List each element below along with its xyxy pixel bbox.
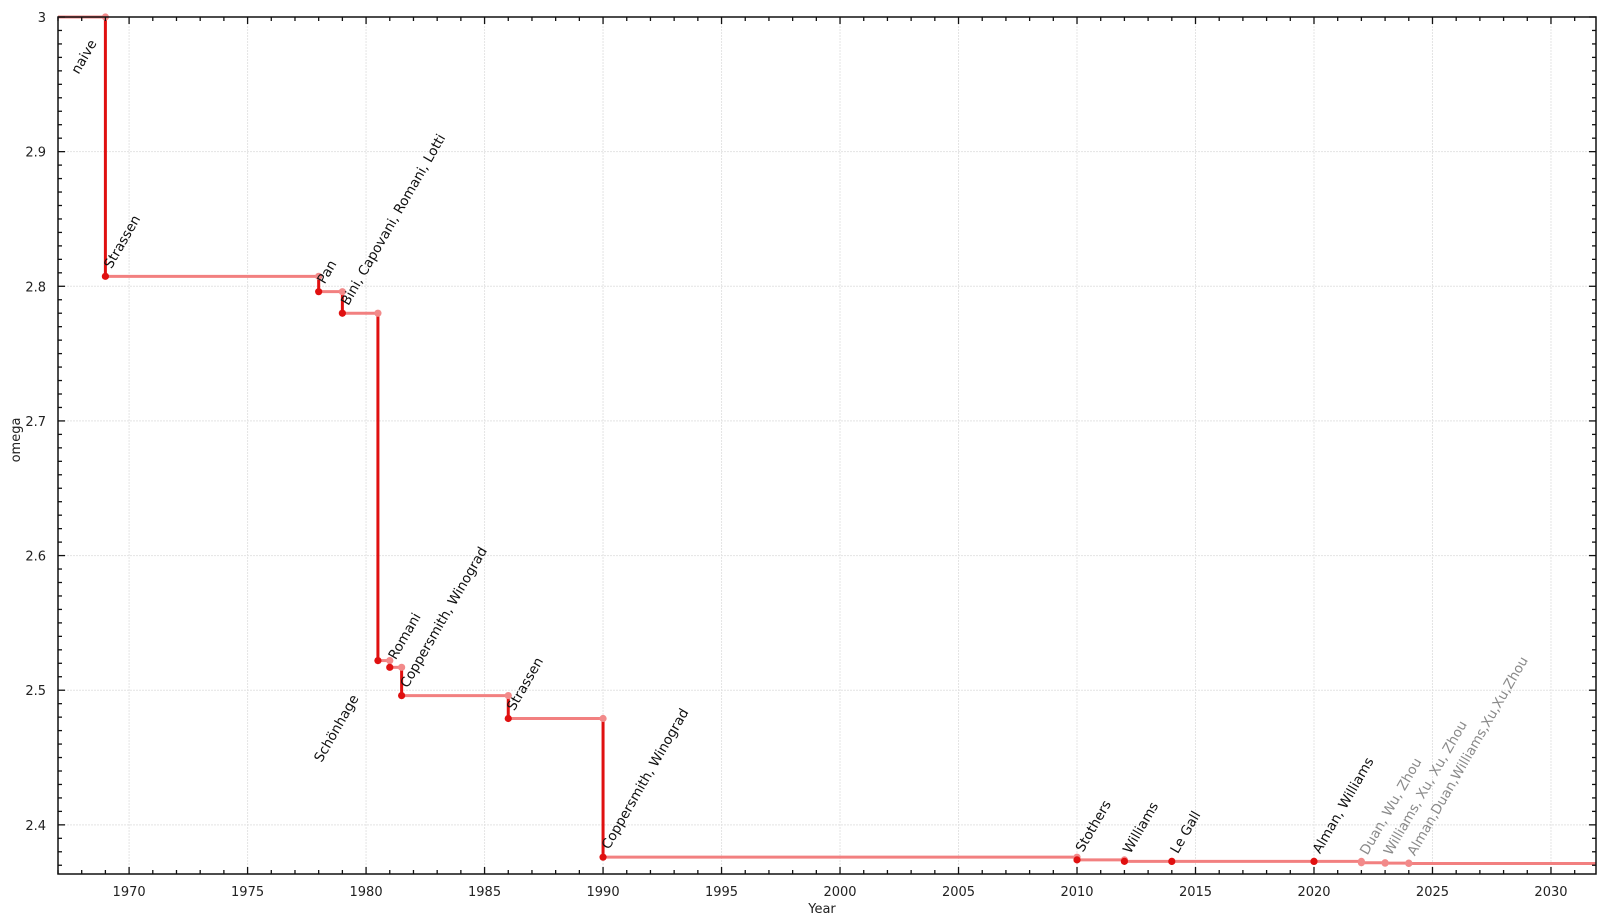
x-tick-label: 2015 <box>1179 885 1212 900</box>
x-tick-label: 1985 <box>468 885 501 900</box>
algorithm-label: Bini, Capovani, Romani, Lotti <box>338 132 449 309</box>
previous-bound-point <box>374 309 382 317</box>
algorithm-label: Coppersmith, Winograd <box>599 706 693 852</box>
x-tick-label: 2000 <box>823 885 856 900</box>
x-tick-label: 1975 <box>231 885 264 900</box>
algorithm-label: naive <box>68 37 100 77</box>
data-point <box>1381 859 1389 867</box>
data-point <box>386 663 394 671</box>
data-point <box>504 714 512 723</box>
data-point <box>1073 856 1081 864</box>
data-point <box>599 853 607 861</box>
algorithm-label: Strassen <box>504 655 547 714</box>
y-tick-label: 2.6 <box>25 550 46 565</box>
x-tick-label: 2010 <box>1060 885 1093 900</box>
algorithm-label: Williams <box>1120 799 1162 856</box>
algorithm-label: Le Gall <box>1167 808 1204 856</box>
x-tick-label: 1995 <box>705 885 738 900</box>
algorithm-label: Alman,Duan,Williams,Xu,Xu,Zhou <box>1404 654 1531 859</box>
data-point <box>374 656 382 665</box>
algorithm-label: Schönhage <box>311 692 362 765</box>
y-axis-title: omega <box>9 418 24 463</box>
previous-bound-point <box>398 663 406 671</box>
omega-series <box>58 13 1596 868</box>
data-point <box>315 288 323 296</box>
data-point <box>398 691 406 700</box>
x-tick-label: 2030 <box>1534 885 1567 900</box>
x-tick-label: 2025 <box>1416 885 1449 900</box>
x-axis-title: Year <box>807 902 836 917</box>
previous-bound-point <box>315 272 323 280</box>
previous-bound-point <box>599 714 607 723</box>
previous-bound-point <box>338 288 346 296</box>
plot-frame <box>57 16 1597 875</box>
data-point <box>1405 859 1413 868</box>
data-point <box>101 272 109 280</box>
y-tick-label: 3 <box>38 11 46 26</box>
algorithm-label: Strassen <box>101 213 144 272</box>
previous-bound-point <box>504 691 512 700</box>
x-tick-label: 1980 <box>350 885 383 900</box>
data-point <box>1357 859 1365 867</box>
data-point <box>338 309 346 317</box>
y-tick-label: 2.5 <box>25 684 46 699</box>
x-tick-label: 2005 <box>942 885 975 900</box>
data-point <box>1310 857 1318 865</box>
previous-bound-point <box>386 656 394 665</box>
axis-ticks: 1970 1975 1980 1985 1990 1995 2000 2005 2010 2015… <box>25 11 1596 900</box>
y-tick-label: 2.7 <box>25 415 46 430</box>
x-tick-label: 1970 <box>113 885 146 900</box>
y-tick-label: 2.9 <box>25 146 46 161</box>
algorithm-label: Stothers <box>1073 798 1115 855</box>
y-tick-label: 2.4 <box>25 819 46 834</box>
x-tick-label: 2020 <box>1297 885 1330 900</box>
grid <box>58 16 1596 874</box>
data-point <box>1120 857 1129 865</box>
y-tick-label: 2.8 <box>25 280 46 295</box>
x-tick-label: 1990 <box>587 885 620 900</box>
data-point <box>1168 857 1176 865</box>
